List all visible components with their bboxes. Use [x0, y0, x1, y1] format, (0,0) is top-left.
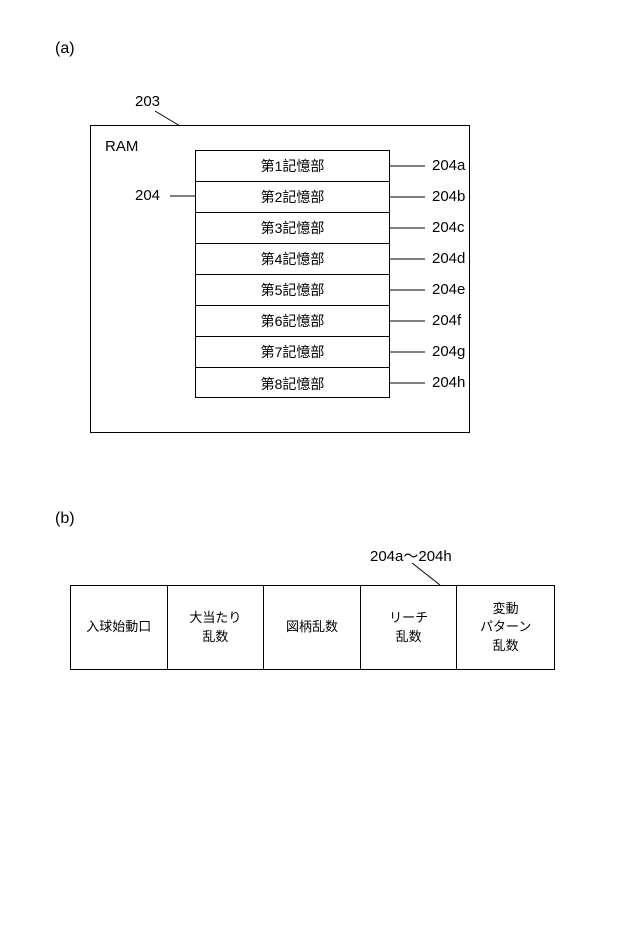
- ram-label: RAM: [105, 138, 138, 155]
- lead-line-204f: [390, 317, 429, 325]
- lead-line-204d: [390, 255, 429, 263]
- fields-table: 入球始動口 大当たり乱数 図柄乱数 リーチ乱数 変動パターン乱数: [70, 585, 555, 670]
- lead-line-204ah: [408, 560, 448, 588]
- ref-204b: 204b: [432, 188, 465, 205]
- table-row: 第1記憶部: [196, 151, 389, 182]
- lead-line-204b: [390, 193, 429, 201]
- ref-204g: 204g: [432, 343, 465, 360]
- memory-table: 第1記憶部 第2記憶部 第3記憶部 第4記憶部 第5記憶部 第6記憶部 第7記憶…: [195, 150, 390, 398]
- ref-204f: 204f: [432, 312, 461, 329]
- table-row: 第6記憶部: [196, 306, 389, 337]
- table-cell: 変動パターン乱数: [457, 586, 554, 669]
- ref-204h: 204h: [432, 374, 465, 391]
- lead-line-204a: [390, 162, 429, 170]
- lead-line-204h: [390, 379, 429, 387]
- table-row: 第2記憶部: [196, 182, 389, 213]
- table-row: 第4記憶部: [196, 244, 389, 275]
- part-b-label: (b): [55, 510, 75, 528]
- lead-line-204: [168, 192, 198, 200]
- table-row: 第7記憶部: [196, 337, 389, 368]
- table-cell: 図柄乱数: [264, 586, 361, 669]
- lead-line-204g: [390, 348, 429, 356]
- lead-line-204c: [390, 224, 429, 232]
- ref-204d: 204d: [432, 250, 465, 267]
- table-cell: 大当たり乱数: [168, 586, 265, 669]
- table-row: 第8記憶部: [196, 368, 389, 399]
- ref-204e: 204e: [432, 281, 465, 298]
- lead-line-204e: [390, 286, 429, 294]
- ref-204c: 204c: [432, 219, 465, 236]
- table-cell: 入球始動口: [71, 586, 168, 669]
- ref-204a: 204a: [432, 157, 465, 174]
- ref-204: 204: [135, 187, 160, 204]
- table-cell: リーチ乱数: [361, 586, 458, 669]
- part-a-label: (a): [55, 40, 75, 58]
- table-row: 第5記憶部: [196, 275, 389, 306]
- table-row: 第3記憶部: [196, 213, 389, 244]
